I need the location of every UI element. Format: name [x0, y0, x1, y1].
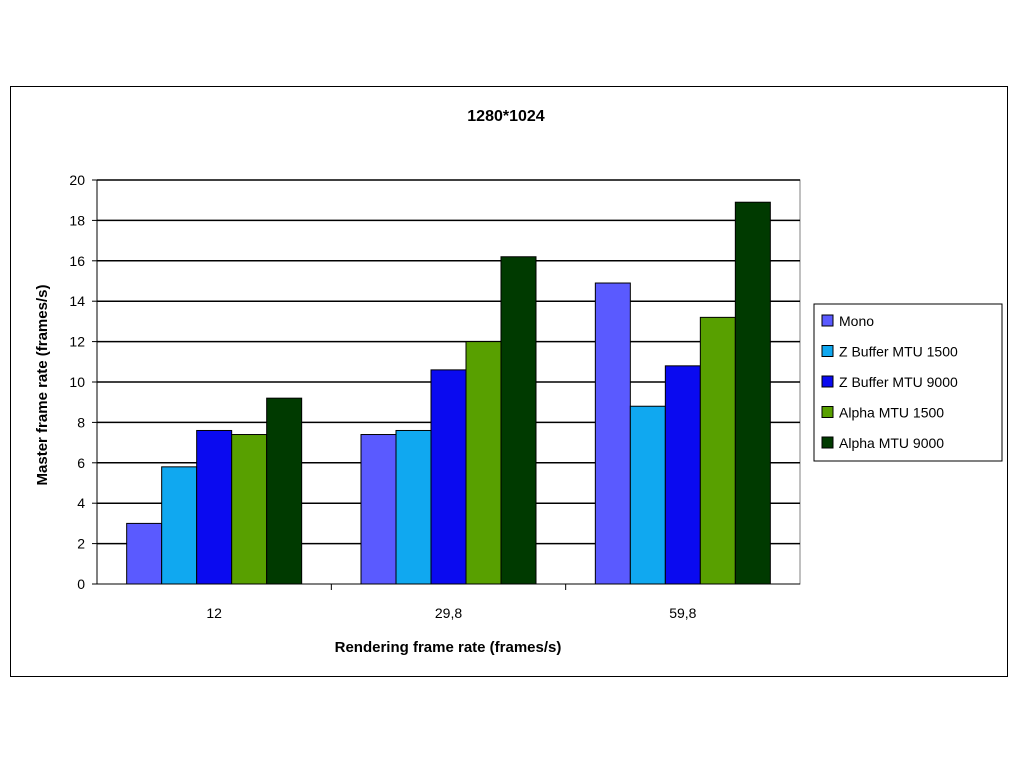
bar [126, 522, 163, 585]
legend-swatch [821, 314, 834, 327]
bar [594, 282, 631, 585]
legend-label: Alpha MTU 1500 [839, 405, 944, 421]
y-tick-label: 20 [69, 172, 85, 188]
y-tick-label: 18 [69, 212, 85, 228]
bar [430, 369, 467, 585]
y-tick-label: 14 [69, 293, 85, 309]
x-tick-label: 59,8 [669, 605, 696, 621]
bar [629, 405, 666, 585]
bar [395, 429, 432, 585]
bar [161, 466, 198, 585]
x-tick-label: 12 [206, 605, 222, 621]
bar [699, 316, 736, 585]
legend-swatch [821, 345, 834, 357]
y-tick-label: 10 [69, 374, 85, 390]
x-tick-label: 29,8 [435, 605, 462, 621]
bar [465, 341, 502, 585]
bar [734, 201, 771, 585]
legend-label: Mono [839, 313, 874, 329]
y-tick-label: 2 [77, 536, 85, 552]
y-tick-label: 6 [77, 455, 85, 471]
axes [92, 179, 800, 590]
bar [266, 397, 303, 585]
bar [360, 434, 397, 585]
legend-swatch [821, 436, 834, 449]
y-tick-label: 12 [69, 334, 85, 350]
legend-swatch [821, 375, 834, 388]
bar [231, 434, 268, 585]
chart-title: 1280*1024 [467, 108, 545, 125]
x-tick-labels: 12 29,8 59,8 [206, 605, 696, 621]
y-axis-title: Master frame rate (frames/s) [34, 285, 51, 486]
y-tick-labels: 0 2 4 6 8 10 12 14 16 18 20 [69, 172, 85, 592]
y-tick-label: 16 [69, 253, 85, 269]
bars [126, 201, 771, 585]
x-axis-title: Rendering frame rate (frames/s) [335, 639, 562, 656]
bar [500, 256, 537, 585]
y-tick-label: 4 [77, 495, 85, 511]
legend: Mono Z Buffer MTU 1500 Z Buffer MTU 9000 Al… [813, 303, 1003, 462]
bar [664, 365, 701, 585]
bar [196, 429, 233, 585]
legend-label: Z Buffer MTU 1500 [839, 344, 958, 360]
legend-label: Alpha MTU 9000 [839, 435, 944, 451]
y-tick-label: 0 [77, 576, 85, 592]
legend-swatch [821, 406, 834, 418]
legend-label: Z Buffer MTU 9000 [839, 374, 958, 390]
y-tick-label: 8 [77, 414, 85, 430]
legend-box [813, 303, 1003, 462]
